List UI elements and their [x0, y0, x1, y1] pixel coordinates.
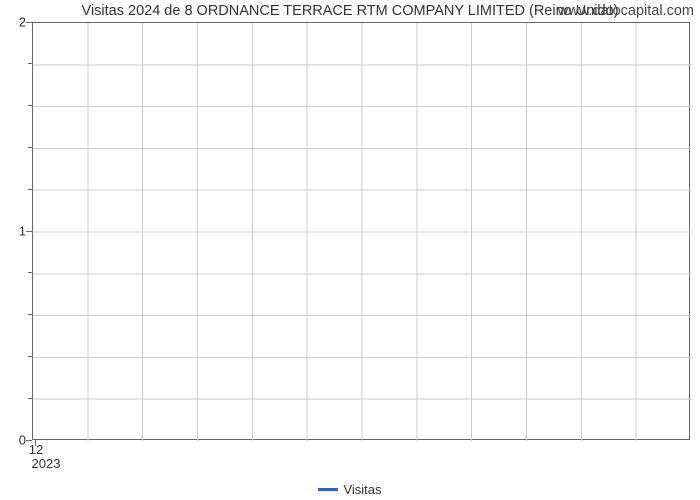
legend-label: Visitas	[343, 482, 381, 497]
y-tick-label: 0	[8, 433, 26, 448]
y-major-tick	[26, 231, 32, 232]
y-minor-tick	[28, 189, 32, 190]
legend: Visitas	[0, 481, 700, 497]
plot-area	[32, 22, 690, 440]
y-tick-label: 2	[8, 15, 26, 30]
y-minor-tick	[28, 314, 32, 315]
x-tick-label: 12	[29, 442, 43, 457]
y-major-tick	[26, 22, 32, 23]
legend-swatch	[318, 488, 338, 491]
y-major-tick	[26, 440, 32, 441]
watermark: www.datocapital.com	[558, 3, 694, 19]
y-minor-tick	[28, 147, 32, 148]
y-tick-label: 1	[8, 224, 26, 239]
y-minor-tick	[28, 356, 32, 357]
x-major-tick	[35, 440, 36, 446]
y-minor-tick	[28, 105, 32, 106]
y-minor-tick	[28, 272, 32, 273]
y-minor-tick	[28, 398, 32, 399]
y-minor-tick	[28, 63, 32, 64]
x-year-label: 2023	[32, 456, 61, 471]
